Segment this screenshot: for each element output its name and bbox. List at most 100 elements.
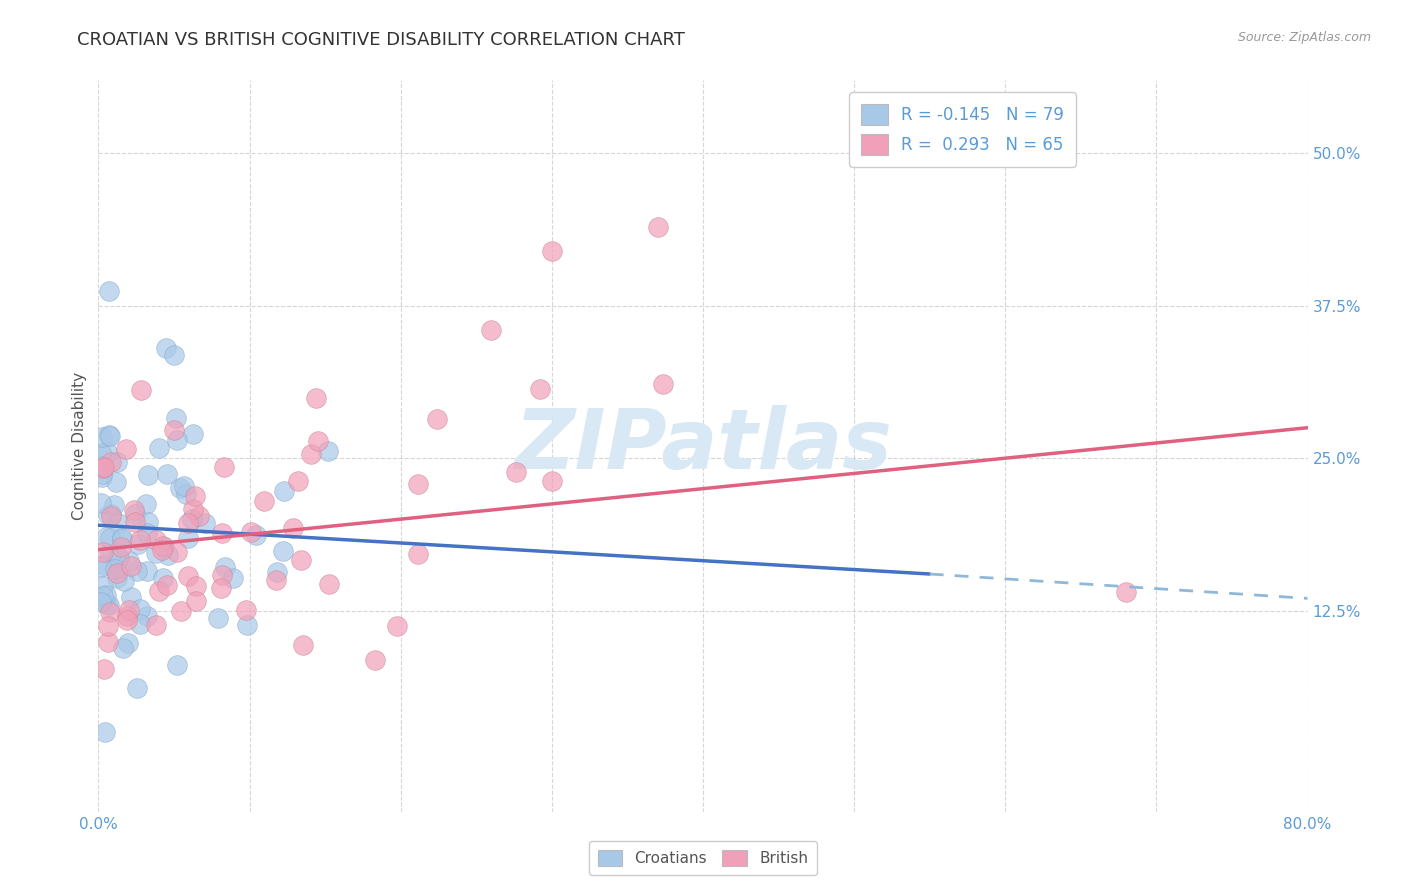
Point	[155, 342, 177, 356]
Point	[152, 540, 174, 554]
Point	[127, 537, 149, 551]
Point	[100, 507, 122, 521]
Point	[91, 461, 114, 475]
Point	[163, 348, 186, 362]
Point	[117, 613, 139, 627]
Legend: R = -0.145   N = 79, R =  0.293   N = 65: R = -0.145 N = 79, R = 0.293 N = 65	[849, 92, 1076, 167]
Point	[125, 564, 148, 578]
Point	[90, 559, 112, 574]
Point	[145, 618, 167, 632]
Point	[163, 423, 186, 437]
Point	[253, 494, 276, 508]
Point	[652, 377, 675, 392]
Point	[540, 474, 562, 488]
Point	[97, 508, 120, 522]
Point	[145, 546, 167, 560]
Point	[236, 618, 259, 632]
Point	[111, 641, 134, 656]
Point	[406, 547, 429, 561]
Point	[364, 653, 387, 667]
Point	[124, 515, 146, 529]
Point	[145, 533, 167, 547]
Point	[122, 503, 145, 517]
Point	[96, 597, 118, 611]
Point	[91, 467, 114, 481]
Point	[105, 566, 128, 581]
Point	[105, 571, 128, 585]
Point	[245, 527, 267, 541]
Point	[426, 411, 449, 425]
Point	[287, 474, 309, 488]
Point	[214, 559, 236, 574]
Point	[207, 611, 229, 625]
Point	[93, 558, 115, 572]
Point	[188, 508, 211, 523]
Point	[299, 447, 322, 461]
Point	[406, 477, 429, 491]
Point	[98, 429, 121, 443]
Point	[91, 545, 114, 559]
Point	[90, 446, 112, 460]
Point	[93, 460, 115, 475]
Point	[540, 244, 562, 258]
Point	[97, 635, 120, 649]
Point	[90, 595, 112, 609]
Point	[110, 540, 132, 554]
Point	[97, 619, 120, 633]
Point	[135, 564, 157, 578]
Point	[104, 475, 127, 490]
Point	[166, 545, 188, 559]
Point	[128, 617, 150, 632]
Point	[283, 521, 305, 535]
Text: ZIPatlas: ZIPatlas	[515, 406, 891, 486]
Point	[118, 554, 141, 568]
Point	[117, 636, 139, 650]
Point	[91, 430, 114, 444]
Point	[136, 515, 159, 529]
Point	[222, 571, 245, 585]
Point	[91, 579, 114, 593]
Point	[305, 391, 328, 405]
Point	[529, 382, 551, 396]
Point	[129, 533, 152, 548]
Point	[166, 657, 188, 672]
Point	[105, 455, 128, 469]
Point	[148, 441, 170, 455]
Point	[264, 573, 287, 587]
Point	[235, 603, 257, 617]
Point	[180, 511, 202, 525]
Point	[177, 569, 200, 583]
Point	[94, 725, 117, 739]
Point	[152, 540, 174, 554]
Point	[100, 508, 122, 523]
Point	[157, 548, 180, 562]
Point	[166, 410, 188, 425]
Point	[96, 588, 118, 602]
Point	[107, 561, 129, 575]
Point	[98, 606, 121, 620]
Point	[111, 531, 134, 545]
Point	[148, 584, 170, 599]
Point	[273, 484, 295, 499]
Point	[184, 489, 207, 503]
Point	[184, 594, 207, 608]
Point	[169, 481, 191, 495]
Point	[174, 487, 197, 501]
Point	[96, 530, 118, 544]
Point	[209, 581, 232, 595]
Point	[98, 531, 121, 545]
Point	[181, 427, 204, 442]
Point	[150, 543, 173, 558]
Point	[108, 550, 131, 565]
Point	[647, 219, 669, 234]
Point	[266, 565, 288, 579]
Point	[98, 428, 121, 442]
Point	[111, 533, 134, 547]
Point	[90, 459, 112, 474]
Point	[115, 608, 138, 623]
Point	[136, 609, 159, 624]
Point	[385, 619, 408, 633]
Point	[129, 602, 152, 616]
Point	[138, 467, 160, 482]
Point	[100, 455, 122, 469]
